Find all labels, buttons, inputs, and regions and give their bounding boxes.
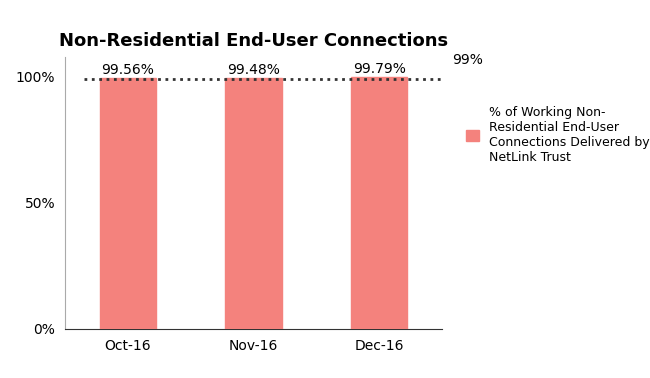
Text: 99.48%: 99.48% <box>227 63 280 77</box>
Bar <box>225 78 281 329</box>
Bar <box>99 78 156 329</box>
Text: 99.79%: 99.79% <box>353 62 406 76</box>
Text: 99.56%: 99.56% <box>101 63 154 77</box>
Legend: % of Working Non-
Residential End-User
Connections Delivered by
NetLink Trust: % of Working Non- Residential End-User C… <box>462 101 650 169</box>
Title: Non-Residential End-User Connections: Non-Residential End-User Connections <box>59 32 448 50</box>
Bar <box>351 77 408 329</box>
Text: 99%: 99% <box>452 53 482 68</box>
